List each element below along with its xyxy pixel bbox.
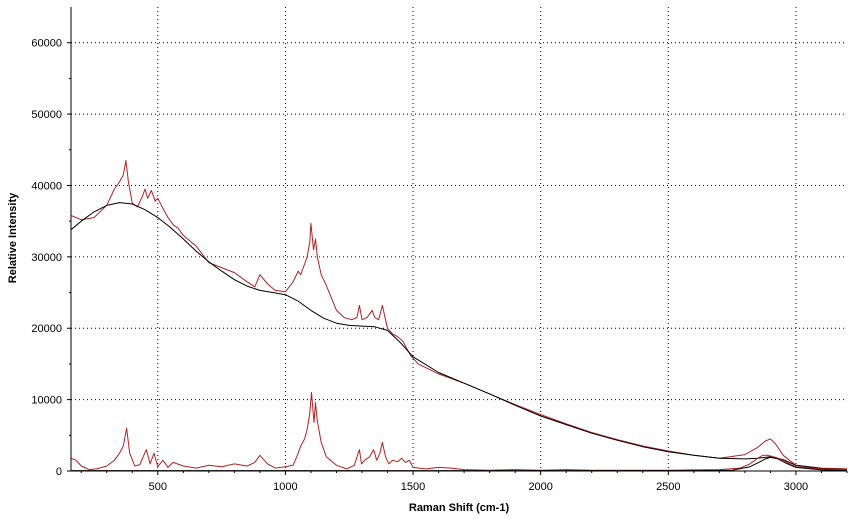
axes [67,7,848,475]
y-tick-label: 30000 [31,252,62,264]
x-tick-label: 3000 [784,481,808,493]
series-layer [71,160,847,471]
x-tick-label: 500 [149,481,167,493]
y-tick-label: 10000 [31,395,62,407]
tick-labels: 500 1000 1500 2000 2500 300001000020000300004… [31,38,808,493]
x-tick-label: 1000 [273,481,297,493]
gridlines [71,7,847,471]
y-tick-label: 40000 [31,180,62,192]
y-tick-label: 0 [56,466,62,478]
y-tick-label: 60000 [31,38,62,50]
x-tick-label: 1500 [401,481,425,493]
y-axis-title: Relative Intensity [7,192,19,283]
x-axis-title: Raman Shift (cm-1) [409,502,510,514]
series-line-1 [71,160,847,470]
x-tick-label: 2500 [656,481,680,493]
series-line-2 [71,202,847,471]
x-tick-label: 2000 [528,481,552,493]
y-tick-label: 20000 [31,323,62,335]
y-tick-label: 50000 [31,109,62,121]
